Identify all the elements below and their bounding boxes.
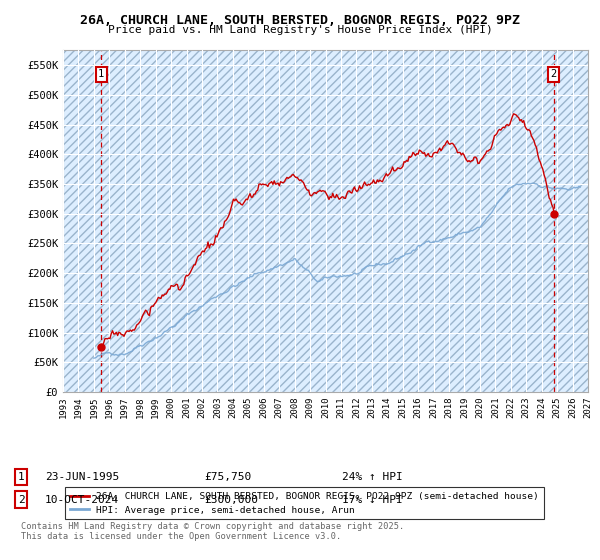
- Text: Contains HM Land Registry data © Crown copyright and database right 2025.
This d: Contains HM Land Registry data © Crown c…: [21, 522, 404, 542]
- Text: £75,750: £75,750: [204, 472, 251, 482]
- Text: 24% ↑ HPI: 24% ↑ HPI: [342, 472, 403, 482]
- Text: 10-OCT-2024: 10-OCT-2024: [45, 494, 119, 505]
- Text: 1: 1: [98, 69, 104, 80]
- Text: 1: 1: [17, 472, 25, 482]
- Legend: 26A, CHURCH LANE, SOUTH BERSTED, BOGNOR REGIS, PO22 9PZ (semi-detached house), H: 26A, CHURCH LANE, SOUTH BERSTED, BOGNOR …: [65, 487, 544, 520]
- Text: 23-JUN-1995: 23-JUN-1995: [45, 472, 119, 482]
- Text: 26A, CHURCH LANE, SOUTH BERSTED, BOGNOR REGIS, PO22 9PZ: 26A, CHURCH LANE, SOUTH BERSTED, BOGNOR …: [80, 14, 520, 27]
- Text: £300,000: £300,000: [204, 494, 258, 505]
- Text: 17% ↓ HPI: 17% ↓ HPI: [342, 494, 403, 505]
- Text: 2: 2: [17, 494, 25, 505]
- Text: 2: 2: [551, 69, 557, 80]
- Text: Price paid vs. HM Land Registry's House Price Index (HPI): Price paid vs. HM Land Registry's House …: [107, 25, 493, 35]
